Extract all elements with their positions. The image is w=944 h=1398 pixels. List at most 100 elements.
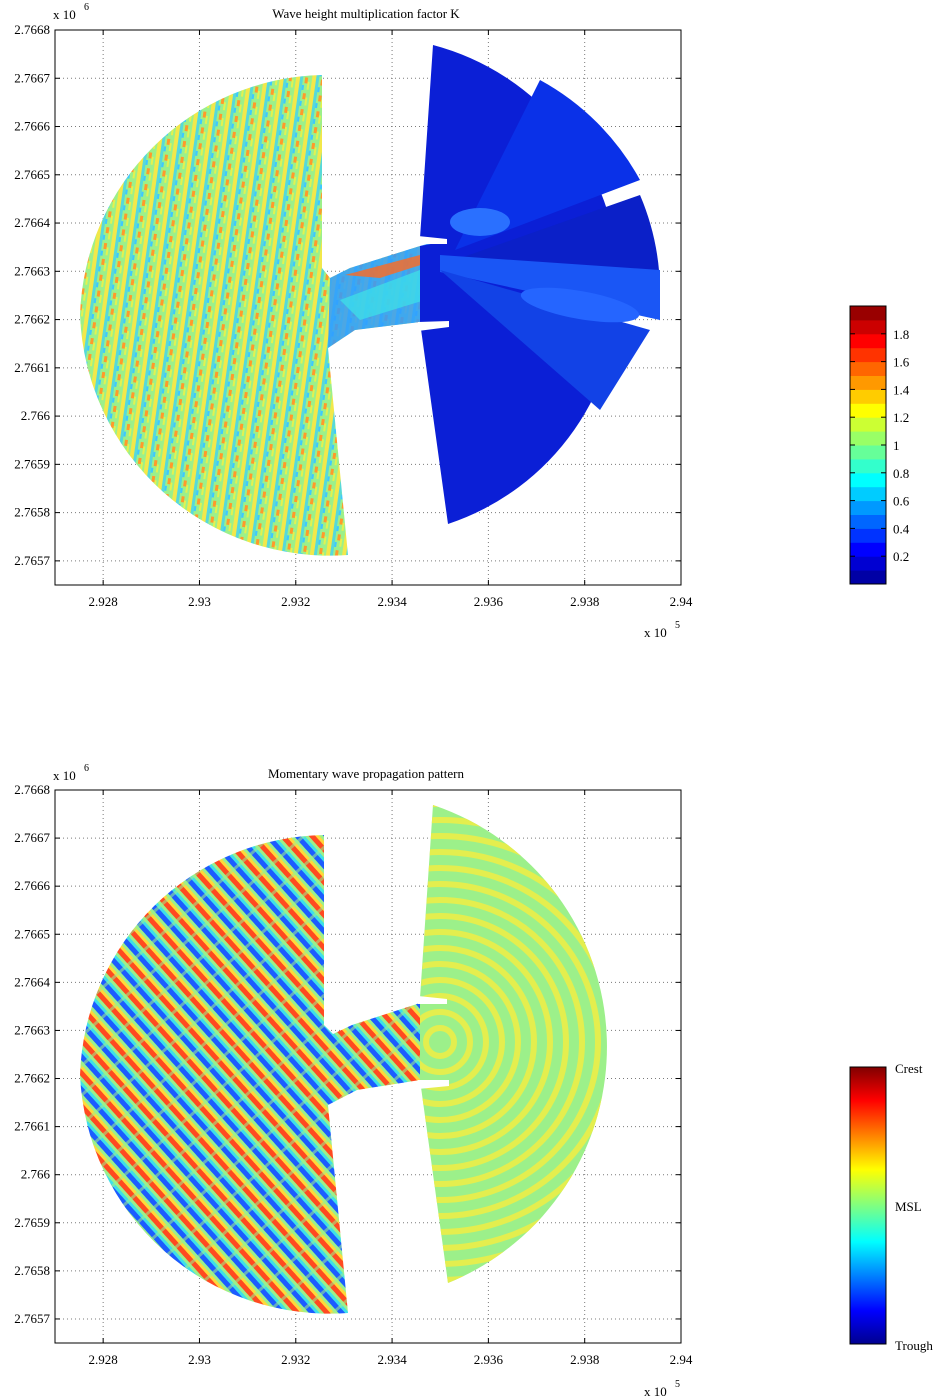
x-exponent-power: 5	[675, 1379, 680, 1390]
y-tick-label: 2.7662	[14, 1071, 50, 1086]
y-tick-label: 2.7668	[14, 782, 50, 797]
y-tick-label: 2.766	[21, 1167, 51, 1182]
y-tick-label: 2.7666	[14, 119, 50, 134]
y-tick-label: 2.766	[21, 408, 51, 423]
x-ticks: 2.928 2.93 2.932 2.934 2.936 2.938 2.94	[89, 790, 693, 1367]
y-tick-label: 2.7667	[14, 830, 50, 845]
colorbar-label: 1	[893, 438, 900, 453]
y-tick-label: 2.7659	[14, 456, 50, 471]
y-tick-label: 2.7665	[14, 167, 50, 182]
colorbar-swatch	[850, 431, 886, 446]
y-tick-label: 2.7665	[14, 926, 50, 941]
colorbar-swatch	[850, 500, 886, 515]
y-ticks: 2.7668 2.7667 2.7666 2.7665 2.7664 2.7663 2.76…	[14, 22, 681, 568]
axes-frame	[54, 29, 682, 586]
x-tick-label: 2.93	[188, 594, 211, 609]
y-tick-label: 2.7664	[14, 974, 50, 989]
y-tick-label: 2.7664	[14, 215, 50, 230]
y-tick-label: 2.7657	[14, 553, 50, 568]
sea-hotspot	[450, 208, 510, 236]
y-tick-label: 2.7661	[14, 1119, 50, 1134]
y-tick-label: 2.7658	[14, 505, 50, 520]
x-tick-label: 2.932	[281, 594, 310, 609]
colorbar-label: 1.2	[893, 410, 909, 425]
colorbar-label-trough: Trough	[895, 1338, 933, 1353]
colorbar-label: 0.4	[893, 521, 910, 536]
colorbar-label: 1.4	[893, 382, 910, 397]
x-tick-label: 2.938	[570, 594, 599, 609]
x-tick-label: 2.934	[377, 594, 407, 609]
wave-crest-ring	[423, 1025, 457, 1059]
y-exponent-label: x 10	[53, 7, 76, 22]
colorbar-swatch	[850, 403, 886, 418]
x-tick-label: 2.928	[89, 594, 118, 609]
colorbar-labels: 1.8 1.6 1.4 1.2 1 0.8 0.6 0.4 0.2	[850, 327, 910, 564]
channel-cyan-k	[340, 270, 425, 320]
y-tick-label: 2.7663	[14, 263, 50, 278]
wave-crest-ring	[420, 961, 521, 1123]
y-tick-label: 2.7659	[14, 1215, 50, 1230]
x-exponent-power: 5	[675, 620, 680, 631]
y-tick-label: 2.7668	[14, 22, 50, 37]
colorbar-swatch	[850, 514, 886, 529]
chart-title: Momentary wave propagation pattern	[268, 766, 465, 781]
colorbar-gradient	[850, 1067, 886, 1344]
colorbar-swatch	[850, 556, 886, 571]
harbour-region-wave	[80, 835, 420, 1314]
wave-crest-ring	[420, 881, 601, 1203]
y-tick-label: 2.7657	[14, 1311, 50, 1326]
wave-pattern-panel: 2.928 2.93 2.932 2.934 2.936 2.938 2.94 2.7668…	[14, 763, 933, 1398]
x-tick-label: 2.936	[474, 594, 504, 609]
colorbar-label: 0.2	[893, 549, 909, 564]
colorbar-swatch	[850, 486, 886, 502]
colorbar-label-msl: MSL	[895, 1199, 922, 1214]
wave-crest-ring	[420, 945, 537, 1139]
colorbar-swatch	[850, 528, 886, 543]
colorbar-swatch	[850, 306, 886, 321]
wave-crest-ring	[420, 913, 569, 1171]
colorbar-swatch	[850, 375, 886, 390]
breakwater-north	[418, 996, 447, 1004]
colorbar-swatch	[850, 542, 886, 557]
wave-crest-ring	[420, 865, 607, 1219]
axes-frame	[54, 789, 682, 1344]
colorbar-swatch	[850, 445, 886, 460]
y-exponent-power: 6	[84, 2, 89, 13]
sea-region-wave	[420, 805, 607, 1283]
colorbar-swatches	[850, 306, 886, 585]
wave-crest-ring	[420, 897, 585, 1187]
y-exponent-label: x 10	[53, 768, 76, 783]
colorbar-swatch	[850, 417, 886, 432]
wave-crest-ring	[420, 977, 505, 1107]
colorbar-label: 0.8	[893, 466, 909, 481]
y-tick-label: 2.7661	[14, 360, 50, 375]
colorbar: 1.8 1.6 1.4 1.2 1 0.8 0.6 0.4 0.2	[849, 305, 910, 585]
chart-title: Wave height multiplication factor K	[272, 6, 460, 21]
x-exponent-label: x 10	[644, 1384, 667, 1398]
x-tick-label: 2.928	[89, 1352, 118, 1367]
wave-crest-ring	[420, 1009, 473, 1075]
colorbar-swatch	[850, 458, 886, 474]
sea-hotspot-2	[520, 287, 640, 323]
colorbar-label: 1.6	[893, 355, 910, 370]
y-tick-label: 2.7662	[14, 312, 50, 327]
colorbar-swatch	[850, 361, 886, 376]
x-tick-label: 2.94	[670, 594, 693, 609]
y-tick-label: 2.7663	[14, 1022, 50, 1037]
x-tick-label: 2.93	[188, 1352, 211, 1367]
colorbar-swatch	[850, 319, 886, 335]
x-tick-label: 2.94	[670, 1352, 693, 1367]
colorbar-frame	[849, 1066, 887, 1345]
breakwater-south	[418, 1080, 449, 1089]
colorbar-label-crest: Crest	[895, 1061, 923, 1076]
breakwater-north	[418, 236, 447, 244]
x-ticks: 2.928 2.93 2.932 2.934 2.936 2.938 2.94	[89, 30, 693, 609]
colorbar: Crest MSL Trough	[849, 1061, 933, 1353]
x-tick-label: 2.938	[570, 1352, 599, 1367]
wave-crest-ring	[420, 993, 489, 1091]
colorbar-swatch	[850, 570, 886, 585]
x-exponent-label: x 10	[644, 625, 667, 640]
y-tick-label: 2.7666	[14, 878, 50, 893]
colorbar-swatch	[850, 389, 886, 404]
